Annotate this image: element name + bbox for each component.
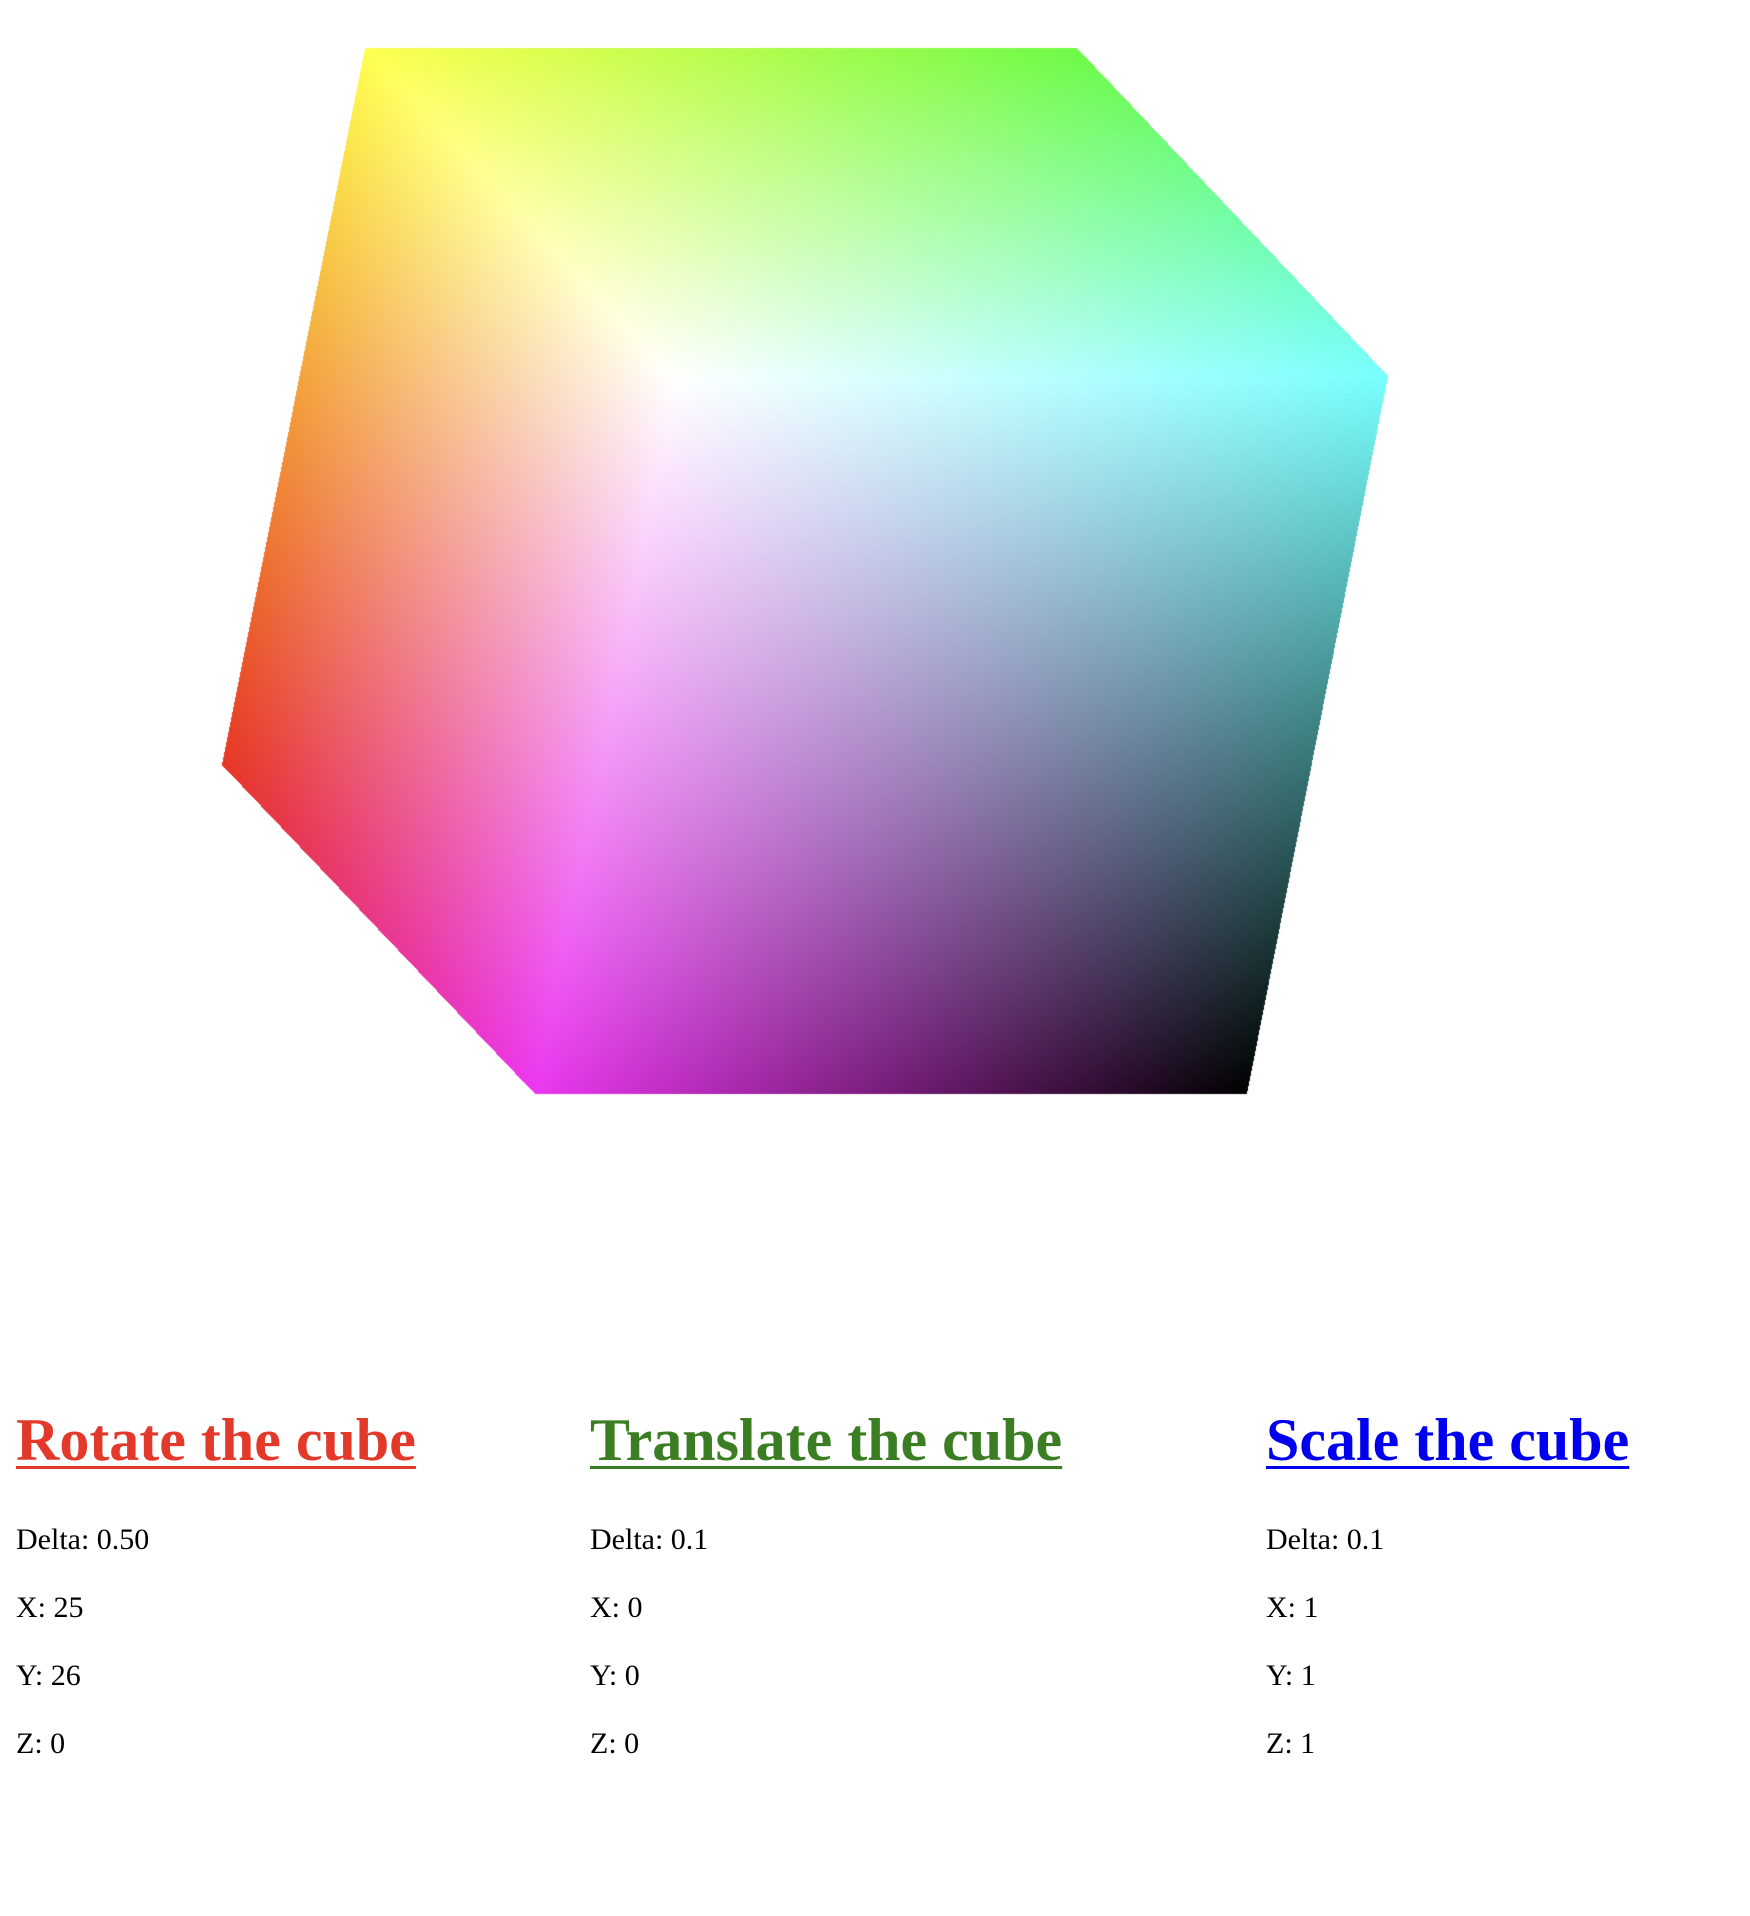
scale-panel: Scale the cube Delta: 0.1 X: 1 Y: 1 Z: 1	[1266, 1407, 1630, 1759]
rotate-delta: Delta: 0.50	[16, 1523, 150, 1556]
scale-cube-link[interactable]: Scale the cube	[1266, 1407, 1630, 1473]
translate-z: Z: 0	[590, 1727, 640, 1760]
rotate-panel: Rotate the cube Delta: 0.50 X: 25 Y: 26 …	[16, 1407, 416, 1759]
scale-delta: Delta: 0.1	[1266, 1523, 1385, 1556]
translate-x: X: 0	[590, 1591, 643, 1624]
rotate-x: X: 25	[16, 1591, 84, 1624]
rotate-cube-link[interactable]: Rotate the cube	[16, 1407, 416, 1473]
scale-x: X: 1	[1266, 1591, 1319, 1624]
scale-y: Y: 1	[1266, 1659, 1316, 1692]
translate-panel: Translate the cube Delta: 0.1 X: 0 Y: 0 …	[590, 1407, 1063, 1759]
rotate-z: Z: 0	[16, 1727, 66, 1760]
translate-y: Y: 0	[590, 1659, 640, 1692]
translate-delta: Delta: 0.1	[590, 1523, 709, 1556]
rotate-y: Y: 26	[16, 1659, 81, 1692]
translate-cube-link[interactable]: Translate the cube	[590, 1407, 1063, 1473]
scale-z: Z: 1	[1266, 1727, 1316, 1760]
